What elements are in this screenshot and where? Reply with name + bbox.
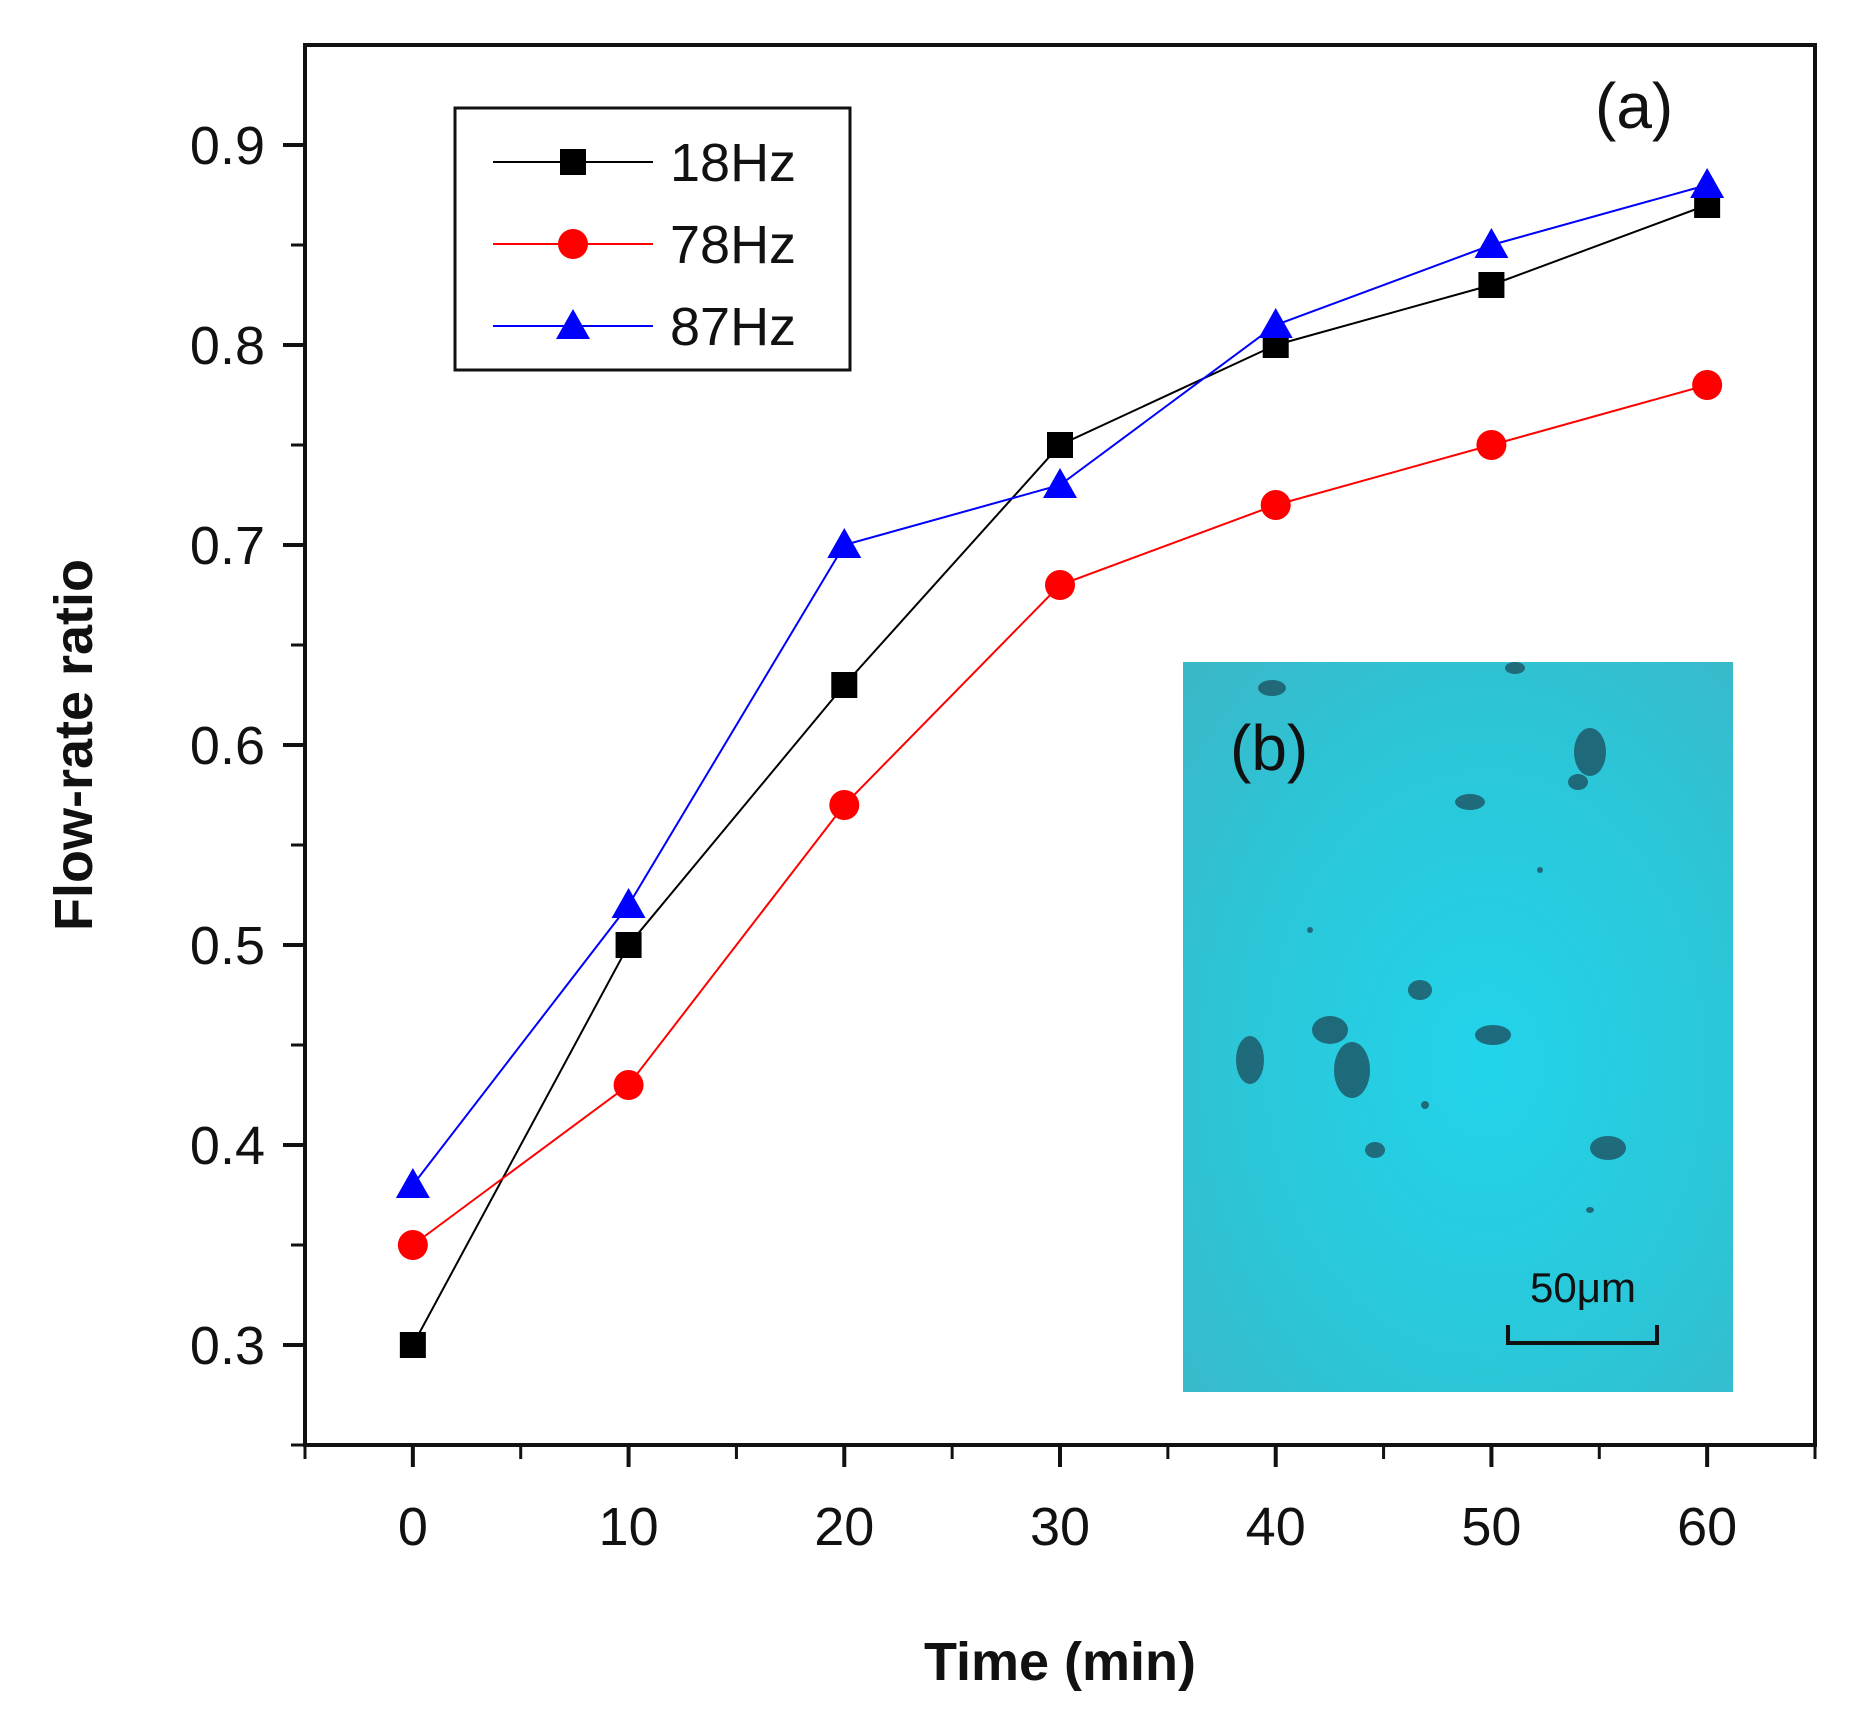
legend-marker (558, 229, 588, 259)
y-tick-label: 0.9 (190, 116, 265, 176)
data-point-87hz (611, 888, 646, 918)
data-point-87hz (1690, 168, 1725, 198)
y-tick-label: 0.7 (190, 516, 265, 576)
data-point-87hz (827, 528, 862, 558)
data-point-18hz (831, 672, 858, 698)
data-point-78hz (1692, 370, 1723, 400)
inset-image-background (1183, 662, 1733, 1392)
scale-bar-label: 50μm (1530, 1264, 1636, 1311)
x-axis-title: Time (min) (924, 1632, 1196, 1692)
series-18hz (399, 192, 1721, 1358)
legend-label: 18Hz (670, 133, 796, 193)
legend-entry-18hz: 18Hz (493, 133, 796, 193)
series-78hz (397, 370, 1723, 1260)
x-tick-label: 20 (814, 1497, 874, 1557)
x-tick-label: 50 (1461, 1497, 1521, 1557)
legend-entry-78hz: 78Hz (493, 215, 796, 275)
legend-entry-87hz: 87Hz (493, 297, 796, 357)
data-point-78hz (1260, 490, 1291, 520)
data-point-78hz (1476, 430, 1507, 460)
y-tick-label: 0.4 (190, 1116, 265, 1176)
series-layer (395, 168, 1725, 1358)
y-tick-label: 0.6 (190, 716, 265, 776)
data-point-78hz (829, 790, 860, 820)
x-tick-label: 10 (599, 1497, 659, 1557)
legend-label: 87Hz (670, 297, 796, 357)
y-tick-label: 0.3 (190, 1316, 265, 1376)
x-axis-ticks: 0 10 20 30 40 50 60 (303, 1445, 1817, 1557)
data-point-87hz (1043, 468, 1077, 498)
data-point-78hz (613, 1070, 644, 1100)
data-point-18hz (399, 1332, 426, 1358)
series-87hz (395, 168, 1725, 1198)
x-tick-label: 40 (1246, 1497, 1306, 1557)
legend-label: 78Hz (670, 215, 796, 275)
scale-bar (1506, 1325, 1659, 1345)
data-point-87hz (1258, 308, 1293, 338)
data-point-87hz (395, 1168, 430, 1198)
data-point-18hz (1478, 272, 1505, 298)
data-point-78hz (397, 1230, 428, 1260)
y-tick-label: 0.5 (190, 916, 265, 976)
legend-marker (560, 149, 586, 175)
legend-marker (556, 309, 590, 339)
data-point-78hz (1045, 570, 1075, 600)
data-point-18hz (615, 932, 642, 958)
panel-b-label: (b) (1230, 712, 1308, 784)
data-point-18hz (1047, 432, 1073, 458)
inset-particles (1236, 662, 1626, 1213)
panel-a-label: (a) (1595, 70, 1673, 142)
y-axis-title: Flow-rate ratio (44, 559, 104, 931)
legend-entries: 18Hz 78Hz 87Hz (493, 133, 796, 357)
y-axis-ticks: 0.3 0.4 0.5 0.6 0.7 0.8 0.9 (190, 116, 305, 1447)
x-tick-label: 60 (1677, 1497, 1737, 1557)
x-tick-label: 0 (398, 1497, 428, 1557)
data-point-87hz (1474, 228, 1509, 258)
x-tick-label: 30 (1030, 1497, 1090, 1557)
inset-micrograph: (b) 50μm (1183, 662, 1733, 1392)
legend: 18Hz 78Hz 87Hz (453, 106, 852, 372)
y-tick-label: 0.8 (190, 316, 265, 376)
